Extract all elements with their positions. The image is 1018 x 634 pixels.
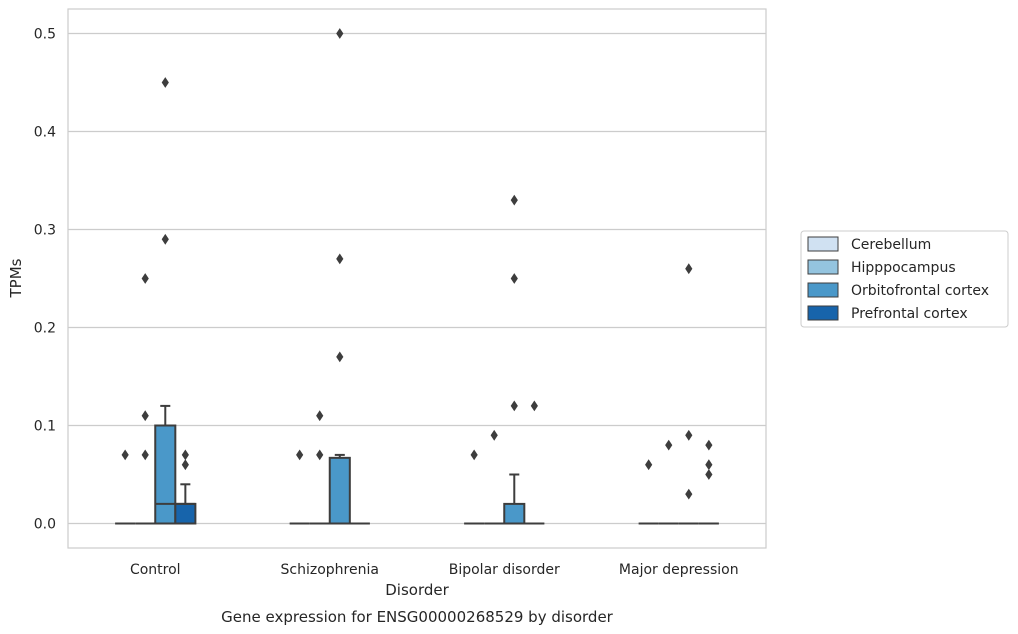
legend-swatch bbox=[807, 305, 839, 321]
outlier-point bbox=[141, 273, 149, 284]
outlier-point bbox=[510, 273, 518, 284]
legend-label: Cerebellum bbox=[851, 237, 931, 253]
box-body bbox=[154, 424, 177, 525]
legend-label: Hipppocampus bbox=[851, 260, 956, 276]
x-tick-label: Bipolar disorder bbox=[449, 562, 560, 578]
box-0-3 bbox=[174, 483, 197, 525]
outlier-point bbox=[316, 449, 324, 461]
boxes bbox=[115, 404, 719, 525]
box-0-2 bbox=[154, 404, 177, 525]
outlier-point bbox=[181, 449, 189, 461]
box-body bbox=[174, 502, 197, 525]
box-body bbox=[328, 456, 351, 525]
outlier-point bbox=[336, 253, 344, 265]
legend-swatch bbox=[807, 282, 839, 298]
outlier-point bbox=[665, 439, 673, 451]
outlier-point bbox=[705, 439, 713, 451]
box-body bbox=[503, 502, 526, 525]
outlier-point bbox=[685, 263, 693, 275]
outlier-point bbox=[141, 449, 149, 461]
y-tick-label: 0.1 bbox=[34, 419, 56, 435]
outlier-point bbox=[181, 459, 189, 471]
y-tick-label: 0.0 bbox=[34, 517, 56, 533]
legend-frame bbox=[800, 230, 1009, 328]
outlier-point bbox=[121, 449, 129, 461]
x-tick-labels: Control Schizophrenia Bipolar disorder Majo… bbox=[130, 562, 739, 578]
x-tick-label: Major depression bbox=[619, 562, 739, 578]
chart-caption: Gene expression for ENSG00000268529 by d… bbox=[221, 608, 614, 626]
legend-label: Orbitofrontal cortex bbox=[851, 283, 989, 299]
outlier-point bbox=[336, 351, 344, 363]
outlier-point bbox=[705, 469, 713, 480]
legend-swatch bbox=[807, 236, 839, 252]
x-axis-label: Disorder bbox=[385, 581, 449, 599]
outlier-point bbox=[685, 488, 693, 500]
y-tick-labels: 0.0 0.1 0.2 0.3 0.4 0.5 bbox=[34, 27, 56, 533]
outlier-point bbox=[530, 400, 538, 412]
y-tick-label: 0.2 bbox=[34, 321, 56, 337]
outlier-point bbox=[161, 233, 169, 245]
outlier-point bbox=[705, 459, 713, 471]
box-1-2 bbox=[328, 453, 351, 525]
outlier-point bbox=[336, 28, 344, 39]
outlier-point bbox=[685, 429, 693, 441]
y-axis-label: TPMs bbox=[7, 258, 25, 298]
y-tick-label: 0.3 bbox=[34, 223, 56, 239]
outlier-point bbox=[296, 449, 304, 461]
box-2-2 bbox=[503, 473, 526, 525]
x-tick-label: Schizophrenia bbox=[281, 562, 379, 578]
outlier-point bbox=[141, 410, 149, 422]
x-tick-label: Control bbox=[130, 562, 181, 578]
outlier-point bbox=[510, 400, 518, 412]
outlier-point bbox=[510, 194, 518, 206]
outlier-point bbox=[470, 449, 478, 461]
outliers bbox=[121, 28, 713, 500]
legend-swatch bbox=[807, 259, 839, 275]
outlier-point bbox=[645, 459, 653, 471]
outlier-point bbox=[161, 77, 169, 88]
y-tick-label: 0.5 bbox=[34, 27, 56, 43]
outlier-point bbox=[316, 410, 324, 422]
legend-label: Prefrontal cortex bbox=[851, 306, 968, 322]
legend: Cerebellum Hipppocampus Orbitofrontal cort… bbox=[800, 230, 1009, 328]
outlier-point bbox=[490, 429, 498, 441]
y-tick-label: 0.4 bbox=[34, 125, 56, 141]
